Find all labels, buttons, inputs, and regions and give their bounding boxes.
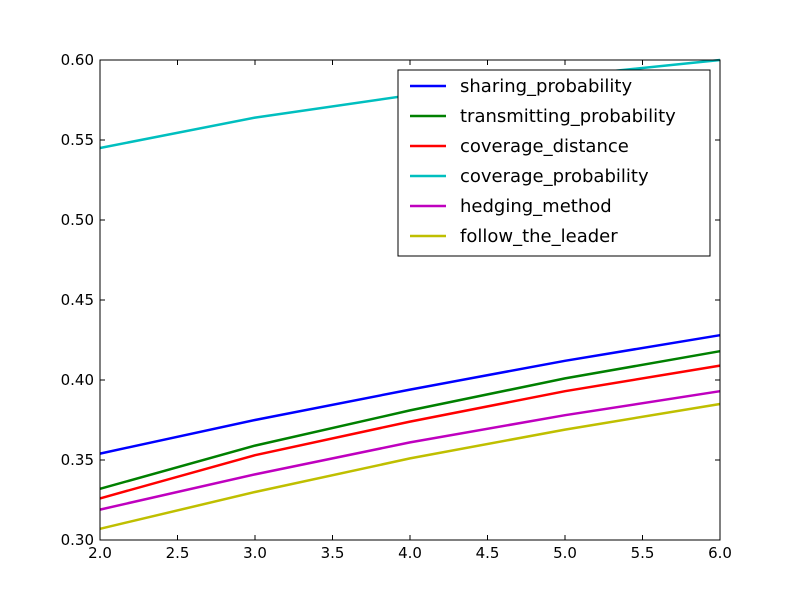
x-tick-label: 4.5 [476,544,500,562]
legend-label: coverage_probability [460,166,649,187]
y-tick-label: 0.50 [61,211,94,229]
legend-box [397,69,711,257]
legend-label: hedging_method [460,196,612,217]
y-tick-label: 0.45 [61,291,94,309]
y-tick-label: 0.35 [61,451,94,469]
x-tick-label: 3.0 [243,544,267,562]
legend-label: transmitting_probability [460,106,676,127]
x-tick-label: 5.0 [553,544,577,562]
series-line-hedging-method [99,389,721,511]
y-tick-label: 0.40 [61,371,94,389]
legend-label: sharing_probability [460,76,632,97]
ticks-layer: 2.0 2.5 3.0 3.5 4.0 4.5 5.0 5.5 6.0 0.30 0.35 0.40 0… [61,51,732,562]
x-tick-label: 2.0 [88,544,112,562]
series-line-follow-the-leader [99,402,721,531]
plot-frame [99,59,721,541]
series-line-coverage-distance [99,364,721,500]
legend-label: follow_the_leader [460,226,618,247]
x-tick-label: 5.5 [631,544,655,562]
legend: sharing_probability transmitting_probabil… [397,69,711,257]
series-line-sharing-probability [99,333,721,455]
legend-label: coverage_distance [460,136,629,157]
y-tick-label: 0.30 [61,531,94,549]
x-tick-label: 2.5 [166,544,190,562]
x-tick-label: 3.5 [321,544,345,562]
x-tick-label: 6.0 [708,544,732,562]
series-line-transmitting-probability [99,349,721,491]
y-tick-label: 0.60 [61,51,94,69]
y-tick-label: 0.55 [61,131,94,149]
x-tick-label: 4.0 [398,544,422,562]
